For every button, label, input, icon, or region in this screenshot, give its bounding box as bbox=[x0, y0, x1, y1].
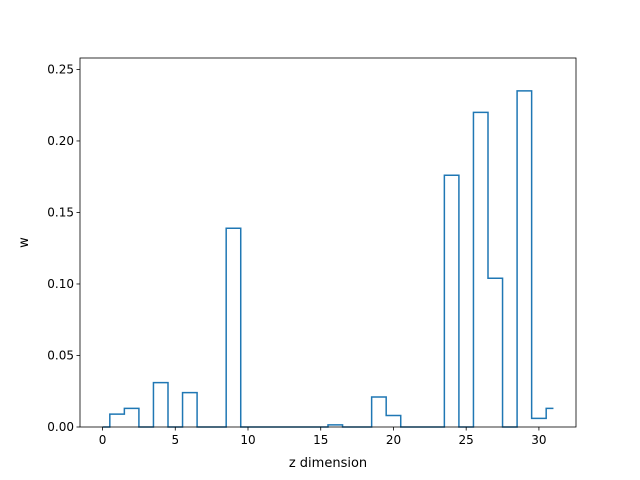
axis-ticks: 0 5 10 15 20 25 30 0.00 0.05 0.10 0.15 0.20 0.25 bbox=[47, 62, 546, 447]
x-tick-label: 30 bbox=[531, 433, 546, 447]
x-tick-label: 25 bbox=[459, 433, 474, 447]
y-tick-label: 0.25 bbox=[47, 62, 74, 76]
y-tick-label: 0.00 bbox=[47, 420, 74, 434]
step-series-line bbox=[102, 90, 554, 428]
y-tick-label: 0.15 bbox=[47, 205, 74, 219]
x-tick-label: 5 bbox=[171, 433, 179, 447]
plot-frame bbox=[79, 57, 577, 428]
x-tick-label: 20 bbox=[386, 433, 401, 447]
x-tick-label: 0 bbox=[99, 433, 107, 447]
y-tick-label: 0.05 bbox=[47, 348, 74, 362]
y-axis-label: w bbox=[17, 237, 32, 248]
x-axis-label: z dimension bbox=[289, 456, 367, 471]
x-tick-label: 15 bbox=[313, 433, 328, 447]
y-tick-label: 0.20 bbox=[47, 134, 74, 148]
y-tick-label: 0.10 bbox=[47, 277, 74, 291]
plot-area bbox=[102, 90, 554, 428]
x-tick-label: 10 bbox=[240, 433, 255, 447]
